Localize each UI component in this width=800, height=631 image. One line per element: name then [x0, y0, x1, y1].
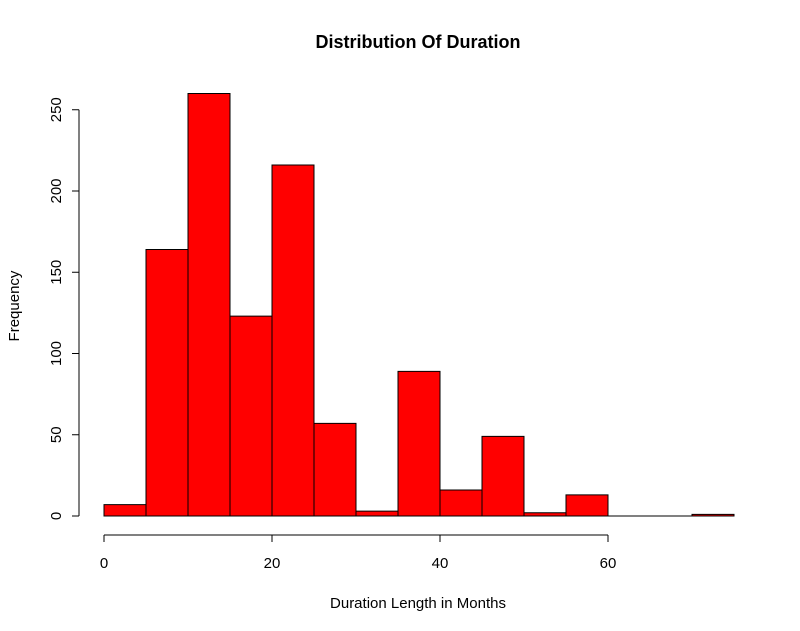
histogram-bar-0 [103, 504, 147, 517]
bars-group [103, 93, 735, 517]
histogram-bar-14 [691, 513, 735, 517]
x-tick-label: 20 [264, 555, 281, 572]
y-axis-label: Frequency [6, 270, 23, 341]
x-axis: 0 20 40 60 [100, 534, 617, 572]
histogram-bar-10 [523, 512, 567, 517]
histogram-bar-11 [565, 494, 609, 517]
histogram-bar-2 [187, 93, 231, 517]
chart-title: Distribution Of Duration [316, 32, 521, 52]
histogram-bar-6 [355, 510, 399, 517]
y-tick-label: 50 [48, 426, 65, 443]
histogram-bar-3 [229, 315, 273, 517]
histogram-bar-5 [313, 422, 357, 517]
histogram-bar-1 [145, 249, 189, 517]
histogram-bar-8 [439, 489, 483, 517]
histogram-bar-7 [397, 370, 441, 517]
histogram-bar-9 [481, 435, 525, 517]
x-axis-label: Duration Length in Months [330, 595, 506, 612]
y-tick-label: 0 [48, 512, 65, 520]
y-tick-label: 150 [48, 260, 65, 285]
y-tick-label: 250 [48, 97, 65, 122]
x-tick-label: 40 [432, 555, 449, 572]
x-tick-label: 0 [100, 555, 108, 572]
y-tick-label: 200 [48, 178, 65, 203]
y-axis: 0 50 100 150 200 250 [48, 97, 80, 520]
y-tick-label: 100 [48, 341, 65, 366]
x-tick-label: 60 [600, 555, 617, 572]
histogram-bar-4 [271, 164, 315, 517]
